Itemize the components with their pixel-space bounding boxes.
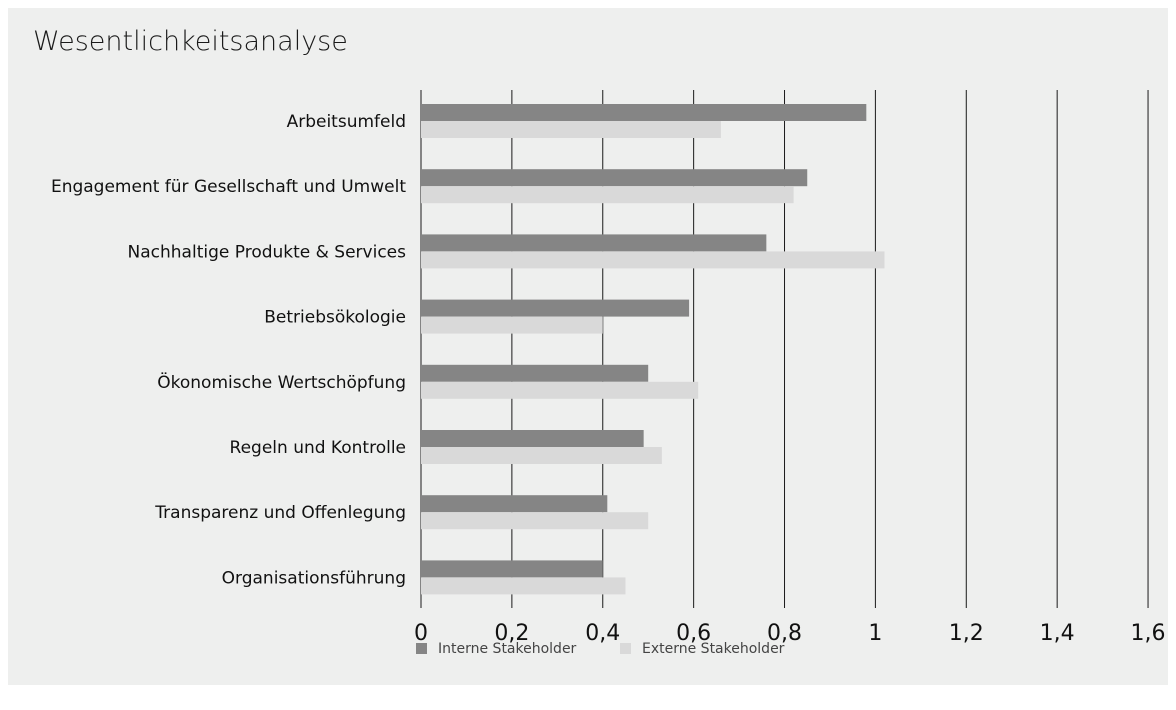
category-label: Ökonomische Wertschöpfung <box>157 371 406 393</box>
bar-interne <box>421 234 767 252</box>
x-tick-label: 0,6 <box>676 621 711 646</box>
x-tick-label: 1,4 <box>1040 621 1075 646</box>
x-tick-label: 0,2 <box>494 621 529 646</box>
bar-externe <box>421 381 699 399</box>
legend-label-externe: Externe Stakeholder <box>642 641 785 657</box>
chart-title: Wesentlichkeitsanalyse <box>33 26 348 57</box>
bar-interne <box>421 430 644 447</box>
category-label: Transparenz und Offenlegung <box>154 503 406 523</box>
category-label: Arbeitsumfeld <box>287 112 406 132</box>
x-tick-label: 0,4 <box>585 621 620 646</box>
category-label: Betriebsökologie <box>264 308 406 328</box>
bar-externe <box>421 447 662 464</box>
category-label: Engagement für Gesellschaft und Umwelt <box>51 177 406 197</box>
bar-interne <box>421 560 603 578</box>
bar-externe <box>421 251 885 269</box>
x-tick-label: 1,6 <box>1131 621 1166 646</box>
category-label: Organisationsführung <box>222 568 406 588</box>
bar-interne <box>421 495 608 513</box>
bar-externe <box>421 577 626 595</box>
legend-swatch-externe <box>620 643 631 654</box>
bar-interne <box>421 104 867 121</box>
x-tick-label: 0,8 <box>767 621 802 646</box>
bar-interne <box>421 364 649 382</box>
x-tick-label: 0 <box>414 621 428 646</box>
bar-externe <box>421 186 794 204</box>
bar-interne <box>421 299 690 317</box>
x-tick-label: 1,2 <box>949 621 984 646</box>
x-tick-label: 1 <box>868 621 882 646</box>
category-label: Nachhaltige Produkte & Services <box>128 242 407 262</box>
legend-swatch-interne <box>416 643 427 654</box>
bar-externe <box>421 512 649 530</box>
legend-label-interne: Interne Stakeholder <box>438 641 577 657</box>
bar-externe <box>421 316 603 334</box>
category-label: Regeln und Kontrolle <box>230 438 406 458</box>
bar-externe <box>421 121 721 138</box>
bar-interne <box>421 169 808 187</box>
